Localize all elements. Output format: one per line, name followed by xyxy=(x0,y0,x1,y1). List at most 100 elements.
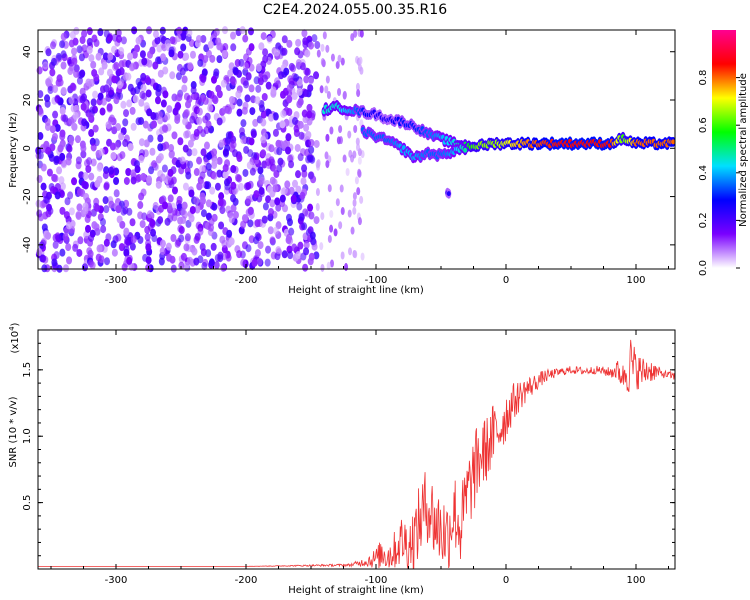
spectrogram-noise-cell xyxy=(177,50,184,59)
colorbar-tick-label: 0.4 xyxy=(698,165,709,181)
spectrogram-noise-cell xyxy=(118,60,125,69)
spectrogram-noise-cell xyxy=(45,191,52,200)
spectrogram-noise-cell xyxy=(123,248,130,257)
snr-ylabel: SNR (10 * v/v) xyxy=(8,396,19,467)
spectrogram-noise-cell xyxy=(81,29,88,38)
spectrogram-noise-cell xyxy=(230,165,237,174)
spectrogram-noise-cell xyxy=(86,46,93,55)
spectrogram-noise-cell xyxy=(40,182,47,191)
spectrogram-noise-cell xyxy=(352,192,357,201)
spectrogram-noise-cell xyxy=(295,38,302,47)
spectrogram-noise-cell xyxy=(95,253,102,262)
spectrogram-noise-cell xyxy=(236,250,243,259)
spectrogram-noise-cell xyxy=(360,252,365,261)
spectrogram-noise-cell xyxy=(347,130,352,139)
spectrogram-noise-cell xyxy=(271,164,278,173)
spectrogram-noise-cell xyxy=(59,152,66,161)
spectrogram-noise-cell xyxy=(52,233,59,242)
spectrogram-noise-cell xyxy=(37,132,44,141)
spectrogram-noise-cell xyxy=(82,206,89,215)
spectrogram-noise-cell xyxy=(43,140,50,149)
spectrogram-noise-cell xyxy=(67,191,74,200)
spectrogram-noise-cell xyxy=(52,240,59,249)
spectrogram-noise-cell xyxy=(161,201,168,210)
spectrogram-noise-cell xyxy=(241,106,248,115)
spectrogram-noise-cell xyxy=(115,205,122,214)
spectrogram-noise-cell xyxy=(214,182,221,191)
spectrogram-noise-cell xyxy=(42,61,49,70)
spectrogram-noise-cell xyxy=(185,171,192,180)
spectrogram-noise-cell xyxy=(200,35,207,44)
spectrogram-noise-cell xyxy=(62,114,69,123)
spectrogram-noise-cell xyxy=(262,55,269,64)
spectrogram-noise-cell xyxy=(85,224,92,233)
spectrogram-noise-cell xyxy=(183,109,190,118)
spectrogram-noise-cell xyxy=(171,213,178,222)
spectrogram-noise-cell xyxy=(230,77,237,86)
spectrogram-noise-cell xyxy=(139,50,146,59)
spectrogram-noise-cell xyxy=(80,150,87,159)
spectrogram-noise-cell xyxy=(288,62,295,71)
spectrogram-noise-cell xyxy=(329,126,334,135)
spectrogram-noise-cell xyxy=(255,63,262,72)
spectrogram-noise-cell xyxy=(65,243,72,252)
spectrogram-noise-cell xyxy=(359,195,364,204)
spectrogram-noise-cell xyxy=(344,263,349,272)
spectrogram-noise-cell xyxy=(86,157,93,166)
spectrogram-noise-cell xyxy=(276,147,283,156)
spectrogram-noise-cell xyxy=(315,188,320,197)
spectrogram-noise-cell xyxy=(40,163,47,172)
spectrogram-noise-cell xyxy=(129,106,136,115)
spectrogram-noise-cell xyxy=(183,52,190,61)
spectrogram-noise-cell xyxy=(59,106,66,115)
spectrogram-noise-cell xyxy=(221,239,228,248)
snr-xtick-label: -300 xyxy=(105,575,128,586)
spectrogram-noise-cell xyxy=(116,215,123,224)
spectrogram-noise-cell xyxy=(262,202,269,211)
spectrogram-noise-cell xyxy=(90,158,97,167)
spectrogram-noise-cell xyxy=(217,198,224,207)
spectrogram-noise-cell xyxy=(143,102,150,111)
spectrogram-noise-cell xyxy=(245,71,252,80)
spectrogram-noise-cell xyxy=(309,155,316,164)
spectrogram-noise-cell xyxy=(171,93,178,102)
spectrogram-noise-cell xyxy=(68,207,75,216)
spectrogram-noise-cell xyxy=(115,28,122,37)
spectrogram-noise-cell xyxy=(168,46,175,55)
spectrogram-noise-cell xyxy=(355,82,360,91)
spectrogram-noise-cell xyxy=(297,97,304,106)
spectrogram-noise-cell xyxy=(205,199,212,208)
spectrogram-noise-cell xyxy=(315,203,320,212)
spectrogram-noise-cell xyxy=(148,166,155,175)
spectrogram-noise-cell xyxy=(288,160,295,169)
spectrogram-noise-cell xyxy=(169,71,176,80)
spectrogram-noise-cell xyxy=(356,187,361,196)
spectrogram-noise-cell xyxy=(120,100,127,109)
spectrogram-noise-cell xyxy=(100,97,107,106)
spectrogram-noise-cell xyxy=(245,47,252,56)
spectrogram-noise-cell xyxy=(208,258,215,267)
spectrogram-noise-cell xyxy=(228,95,235,104)
spectrogram-noise-cell xyxy=(247,149,254,158)
spectrogram-noise-cell xyxy=(113,61,120,70)
spectrogram-noise-cell xyxy=(268,113,275,122)
snr-xtick-label: 100 xyxy=(626,575,645,586)
spectrogram-noise-cell xyxy=(161,164,168,173)
spectrogram-noise-cell xyxy=(181,75,188,84)
spectrogram-noise-cell xyxy=(186,28,193,37)
spectrogram-noise-cell xyxy=(211,202,218,211)
spectrogram-noise-cell xyxy=(119,151,126,160)
spectrogram-noise-cell xyxy=(51,132,58,141)
spectrogram-noise-cell xyxy=(190,86,197,95)
snr-xlabel: Height of straight line (km) xyxy=(288,585,424,596)
spectrogram-noise-cell xyxy=(157,153,164,162)
spectrogram-noise-cell xyxy=(210,242,217,251)
spectrogram-noise-cell xyxy=(84,215,91,224)
spectrogram-noise-cell xyxy=(182,182,189,191)
spectrogram-noise-cell xyxy=(307,203,314,212)
spectrogram-noise-cell xyxy=(138,149,145,158)
spectrogram-noise-cell xyxy=(59,40,66,49)
spectrogram-noise-cell xyxy=(59,129,66,138)
spectrogram-noise-cell xyxy=(314,41,321,50)
spectrogram-noise-cell xyxy=(205,181,212,190)
